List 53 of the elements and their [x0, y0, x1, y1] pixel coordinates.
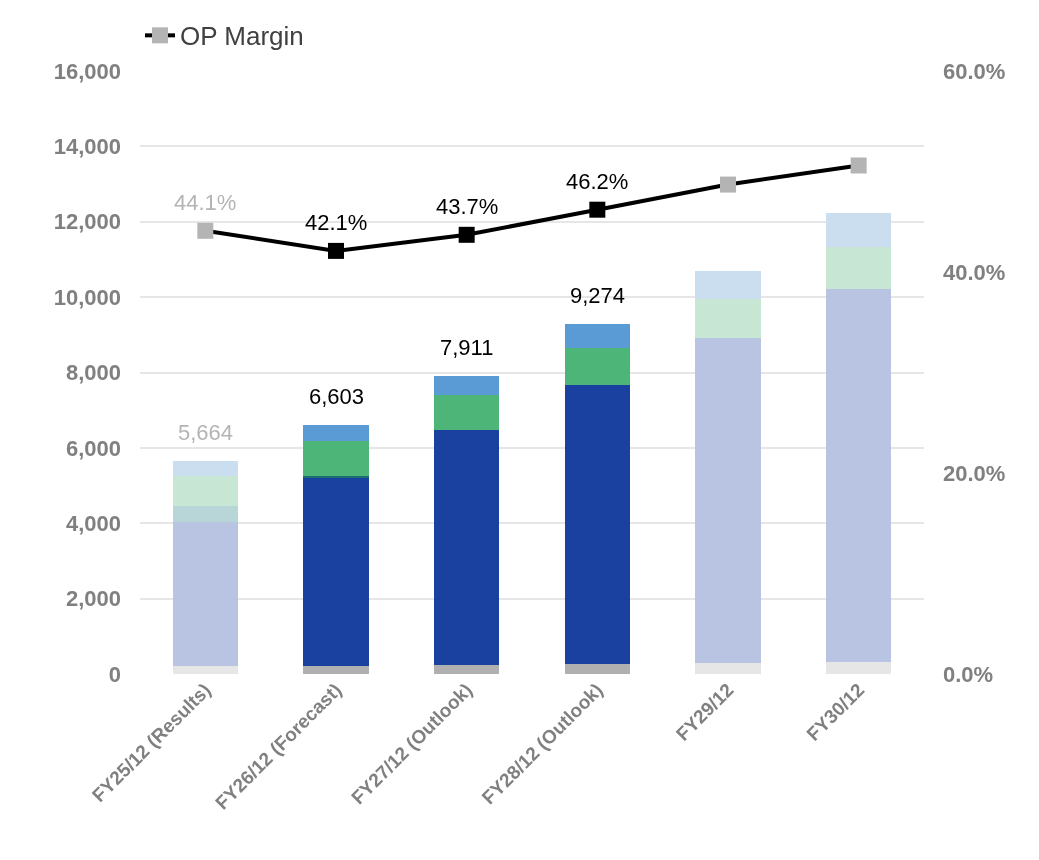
bar — [172, 521, 238, 667]
bar — [826, 288, 892, 662]
bar — [172, 505, 238, 522]
data-label: 42.1% — [305, 210, 368, 235]
y-tick-label: 14,000 — [53, 134, 121, 160]
y-tick-label: 6,000 — [65, 435, 121, 461]
bar — [172, 475, 238, 506]
bar — [303, 478, 369, 666]
y-tick-label: 2,000 — [65, 586, 121, 612]
total-label: 9,274 — [570, 283, 626, 308]
bar — [434, 664, 500, 674]
bar — [695, 270, 761, 299]
bar — [303, 425, 369, 442]
y-tick-label: 10,000 — [53, 284, 121, 310]
bar — [434, 430, 500, 665]
point — [197, 222, 214, 239]
bar — [564, 324, 630, 349]
total-label: 5,664 — [178, 420, 234, 445]
bar — [564, 348, 630, 385]
total-label: 6,603 — [309, 384, 365, 409]
y-tick-label: 4,000 — [65, 510, 121, 536]
data-label: 44.1% — [174, 190, 237, 215]
bar — [434, 375, 500, 396]
total-label: 7,911 — [440, 335, 494, 360]
y-tick-label: 12,000 — [53, 209, 121, 235]
y2-tick-label: 40.0% — [943, 259, 1006, 285]
point — [328, 242, 344, 259]
bar — [172, 460, 238, 476]
bar — [172, 666, 238, 674]
bar — [695, 662, 761, 674]
bar — [303, 441, 369, 476]
point — [589, 201, 606, 218]
bar — [695, 338, 761, 663]
bar — [564, 384, 630, 664]
y-tick-label: 0 — [108, 661, 121, 687]
y2-tick-label: 60.0% — [943, 58, 1006, 84]
data-label: 43.7% — [436, 194, 499, 219]
bar — [434, 395, 500, 431]
y2-tick-label: 20.0% — [943, 460, 1006, 486]
bar — [564, 663, 630, 674]
point — [850, 157, 867, 174]
y2-tick-label: 0.0% — [943, 661, 994, 687]
y-tick-label: 16,000 — [53, 58, 121, 84]
y-tick-label: 8,000 — [65, 360, 121, 386]
bar — [695, 298, 761, 339]
point — [720, 176, 736, 193]
data-label: 46.2% — [566, 169, 629, 194]
bar — [826, 246, 892, 289]
bar — [826, 212, 892, 247]
point — [458, 226, 475, 243]
bar — [303, 665, 369, 674]
legend-label: OP Margin — [180, 21, 304, 52]
bar — [826, 661, 892, 674]
